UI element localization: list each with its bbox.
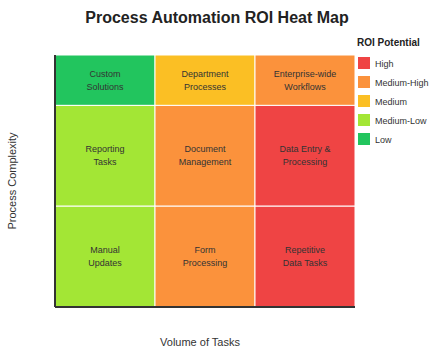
cell-label-line: Department [181, 69, 229, 79]
cell-label-line: Form [195, 245, 216, 255]
y-axis [54, 55, 56, 307]
chart-root: Process Automation ROI Heat Map Custom Sol… [0, 0, 434, 353]
heat-cell [55, 206, 155, 307]
heat-cell [255, 206, 355, 307]
cell-label: Repetitive Data Tasks [283, 245, 328, 268]
cell-label-line: Workflows [284, 82, 326, 92]
y-axis-label: Process Complexity [6, 132, 18, 230]
heat-cell [255, 55, 355, 105]
cell-label-line: Custom [89, 69, 120, 79]
cells [55, 55, 355, 307]
legend-swatch [358, 95, 370, 107]
cell-label-line: Processing [283, 157, 328, 167]
cell-label: Document Management [179, 144, 232, 167]
legend-swatch [358, 114, 370, 126]
cell-label-line: Reporting [85, 144, 124, 154]
cell-label-line: Document [184, 144, 226, 154]
cell-label-line: Processing [183, 258, 228, 268]
cell-label: Custom Solutions [86, 69, 124, 92]
cell-label-line: Management [179, 157, 232, 167]
cell-label-line: Manual [90, 245, 120, 255]
heat-cell [55, 105, 155, 206]
heat-cell [155, 55, 255, 105]
legend: ROI Potential High Medium-High Medium Medium… [357, 37, 429, 145]
cell-label-line: Processes [184, 82, 227, 92]
cell-label: Manual Updates [88, 245, 122, 268]
cell-label-line: Solutions [86, 82, 124, 92]
cell-label-line: Data Entry & [279, 144, 330, 154]
legend-label: Medium [375, 97, 407, 107]
legend-swatch [358, 57, 370, 69]
x-axis [55, 306, 355, 308]
cell-label-line: Tasks [93, 157, 117, 167]
title: Process Automation ROI Heat Map [85, 9, 349, 26]
cell-label: Data Entry & Processing [279, 144, 330, 167]
legend-swatch [358, 133, 370, 145]
legend-label: Medium-High [375, 78, 429, 88]
cell-label-line: Enterprise-wide [274, 69, 337, 79]
cell-label: Reporting Tasks [85, 144, 124, 167]
heat-cell [255, 105, 355, 206]
cell-label: Form Processing [183, 245, 228, 268]
legend-label: Low [375, 135, 392, 145]
legend-title: ROI Potential [357, 37, 420, 48]
cell-label-line: Data Tasks [283, 258, 328, 268]
cell-label: Enterprise-wide Workflows [274, 69, 337, 92]
heat-cell [155, 105, 255, 206]
cell-label-line: Repetitive [285, 245, 325, 255]
heat-cell [55, 55, 155, 105]
cell-label-line: Updates [88, 258, 122, 268]
cell-label: Department Processes [181, 69, 229, 92]
x-axis-label: Volume of Tasks [160, 336, 240, 348]
legend-swatch [358, 76, 370, 88]
legend-label: High [375, 59, 394, 69]
heat-cell [155, 206, 255, 307]
legend-label: Medium-Low [375, 116, 427, 126]
